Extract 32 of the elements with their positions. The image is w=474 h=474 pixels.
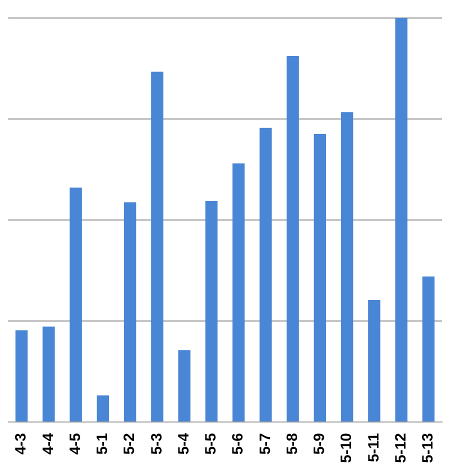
x-tick-label: 5-5 bbox=[202, 432, 220, 455]
bar bbox=[260, 128, 272, 422]
bar bbox=[96, 395, 110, 422]
x-tick-label: 5-2 bbox=[121, 432, 138, 455]
bar bbox=[178, 350, 190, 422]
bar bbox=[286, 56, 299, 422]
x-tick-label: 5-7 bbox=[256, 432, 274, 455]
x-tick-label: 5-6 bbox=[230, 432, 247, 455]
x-tick-label: 5-12 bbox=[392, 432, 410, 464]
bar bbox=[151, 72, 164, 422]
x-tick-label: 5-3 bbox=[148, 432, 166, 455]
bar bbox=[15, 330, 28, 422]
x-tick-label: 4-5 bbox=[66, 432, 84, 455]
x-tick-label: 5-4 bbox=[175, 432, 192, 455]
bar bbox=[368, 300, 380, 422]
x-tick-label: 5-1 bbox=[94, 432, 112, 455]
bar bbox=[124, 202, 136, 422]
bar bbox=[395, 18, 408, 422]
bar bbox=[314, 134, 326, 422]
x-tick-label: 5-10 bbox=[338, 432, 356, 464]
x-tick-label: 5-11 bbox=[365, 432, 382, 462]
bar bbox=[340, 112, 354, 422]
x-tick-label: 5-13 bbox=[420, 432, 437, 464]
bar bbox=[232, 163, 245, 422]
x-tick-label: 5-9 bbox=[311, 432, 328, 455]
bar bbox=[70, 188, 82, 422]
bar bbox=[205, 201, 218, 422]
bar bbox=[422, 276, 435, 422]
x-tick-label: 4-4 bbox=[40, 432, 57, 455]
x-tick-label: 5-8 bbox=[284, 432, 301, 455]
bar bbox=[42, 326, 55, 422]
x-tick-label: 4-3 bbox=[12, 432, 30, 455]
